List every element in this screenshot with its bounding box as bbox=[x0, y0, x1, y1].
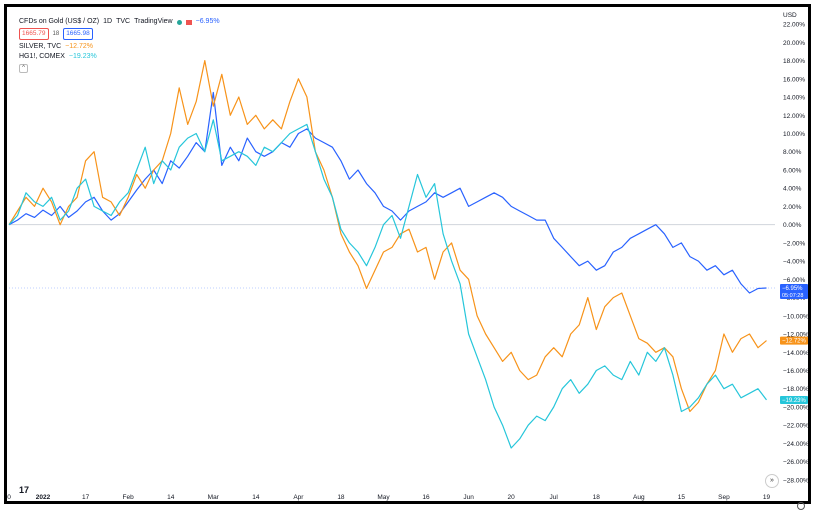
y-tick-label: −2.00% bbox=[783, 240, 805, 247]
main-symbol[interactable]: CFDs on Gold (US$ / OZ) bbox=[19, 18, 100, 25]
y-tick-label: −26.00% bbox=[783, 459, 808, 466]
main-change: −6.95% bbox=[195, 18, 220, 25]
flag-icon[interactable] bbox=[185, 19, 192, 25]
x-tick-label: Jun bbox=[463, 494, 474, 501]
y-tick-label: −16.00% bbox=[783, 368, 808, 375]
buy-button[interactable]: 1665.98 bbox=[63, 28, 93, 40]
y-tick-label: −24.00% bbox=[783, 441, 808, 448]
y-tick-label: 0.00% bbox=[783, 222, 802, 229]
series-line-silver bbox=[8, 59, 767, 413]
scroll-to-realtime-button[interactable]: » bbox=[765, 474, 779, 488]
x-tick-label: 15 bbox=[678, 494, 686, 501]
y-tick-label: −4.00% bbox=[783, 259, 805, 266]
y-tick-label: −12.00% bbox=[783, 332, 808, 339]
x-tick-label: 17 bbox=[82, 494, 90, 501]
source: TVC bbox=[116, 18, 131, 25]
x-tick-label: 19 bbox=[763, 494, 771, 501]
silver-price-tag bbox=[780, 336, 808, 345]
y-tick-label: 18.00% bbox=[783, 58, 805, 65]
y-tick-label: 14.00% bbox=[783, 95, 805, 102]
y-tick-label: −6.00% bbox=[783, 277, 805, 284]
x-tick-label: Aug bbox=[633, 494, 645, 501]
x-tick-label: 2022 bbox=[36, 494, 51, 501]
y-tick-label: −28.00% bbox=[783, 477, 808, 484]
x-tick-label: 0 bbox=[7, 494, 11, 501]
y-tick-label: 16.00% bbox=[783, 76, 805, 83]
bid-ask-row: 1665.79 18 1665.98 bbox=[19, 28, 220, 40]
x-tick-label: Apr bbox=[293, 494, 304, 501]
y-tick-label: 4.00% bbox=[783, 186, 802, 193]
y-tick-label: 12.00% bbox=[783, 113, 805, 120]
x-tick-label: 14 bbox=[252, 494, 260, 501]
market-open-icon bbox=[176, 19, 182, 25]
copper-price-tag bbox=[780, 395, 808, 404]
y-tick-label: 2.00% bbox=[783, 204, 802, 211]
y-tick-label: −22.00% bbox=[783, 423, 808, 430]
silver-change: −12.72% bbox=[65, 43, 93, 50]
y-tick-label: −18.00% bbox=[783, 386, 808, 393]
y-tick-label: −10.00% bbox=[783, 313, 808, 320]
sell-button[interactable]: 1665.79 bbox=[19, 28, 49, 40]
copper-price-tag-label: −19.23% bbox=[782, 398, 807, 404]
series-line-gold bbox=[8, 91, 767, 294]
y-tick-label: 6.00% bbox=[783, 167, 802, 174]
gold-price-tag-label: −6.95% bbox=[782, 286, 803, 292]
x-tick-label: 16 bbox=[422, 494, 430, 501]
silver-price-tag-label: −12.72% bbox=[782, 339, 807, 345]
x-tick-label: 14 bbox=[167, 494, 175, 501]
gold-price-tag bbox=[780, 284, 808, 300]
y-tick-label: 10.00% bbox=[783, 131, 805, 138]
x-tick-label: Sep bbox=[718, 494, 730, 501]
y-tick-label: 20.00% bbox=[783, 40, 805, 47]
x-tick-label: 20 bbox=[508, 494, 516, 501]
y-tick-label: −20.00% bbox=[783, 404, 808, 411]
legend-silver-row[interactable]: SILVER, TVC −12.72% bbox=[19, 42, 220, 52]
gear-icon[interactable] bbox=[797, 502, 805, 510]
silver-label: SILVER, TVC bbox=[19, 43, 62, 50]
x-tick-label: 18 bbox=[337, 494, 345, 501]
collapse-legend-button[interactable]: ^ bbox=[19, 64, 28, 73]
legend: CFDs on Gold (US$ / OZ) 1D TVC TradingVi… bbox=[19, 17, 220, 73]
chart-frame: USD 22.00% 20.00% 18.00% 16.00% 14.00% 12.00% 1… bbox=[4, 4, 811, 510]
y-tick-label: 8.00% bbox=[783, 149, 802, 156]
x-tick-label: Mar bbox=[208, 494, 220, 501]
chart-canvas[interactable]: USD 22.00% 20.00% 18.00% 16.00% 14.00% 12.00% 1… bbox=[7, 7, 808, 501]
copper-change: −19.23% bbox=[68, 53, 97, 60]
x-tick-label: May bbox=[377, 494, 390, 501]
copper-label: HG1!, COMEX bbox=[19, 53, 65, 60]
y-axis-unit: USD bbox=[783, 12, 797, 19]
legend-main-row[interactable]: CFDs on Gold (US$ / OZ) 1D TVC TradingVi… bbox=[19, 17, 220, 27]
y-tick-label: 22.00% bbox=[783, 22, 805, 29]
interval: 1D bbox=[103, 18, 113, 25]
platform: TradingView bbox=[134, 18, 173, 25]
spread: 18 bbox=[52, 31, 60, 37]
x-tick-label: 18 bbox=[593, 494, 601, 501]
tradingview-logo-icon[interactable]: 17 bbox=[19, 485, 30, 495]
x-tick-label: Jul bbox=[550, 494, 559, 501]
y-tick-label: −14.00% bbox=[783, 350, 808, 357]
gold-countdown-label: 05:07:28 bbox=[782, 293, 803, 299]
series-line-copper bbox=[8, 119, 767, 449]
legend-copper-row[interactable]: HG1!, COMEX −19.23% bbox=[19, 52, 220, 62]
x-tick-label: Feb bbox=[123, 494, 135, 501]
